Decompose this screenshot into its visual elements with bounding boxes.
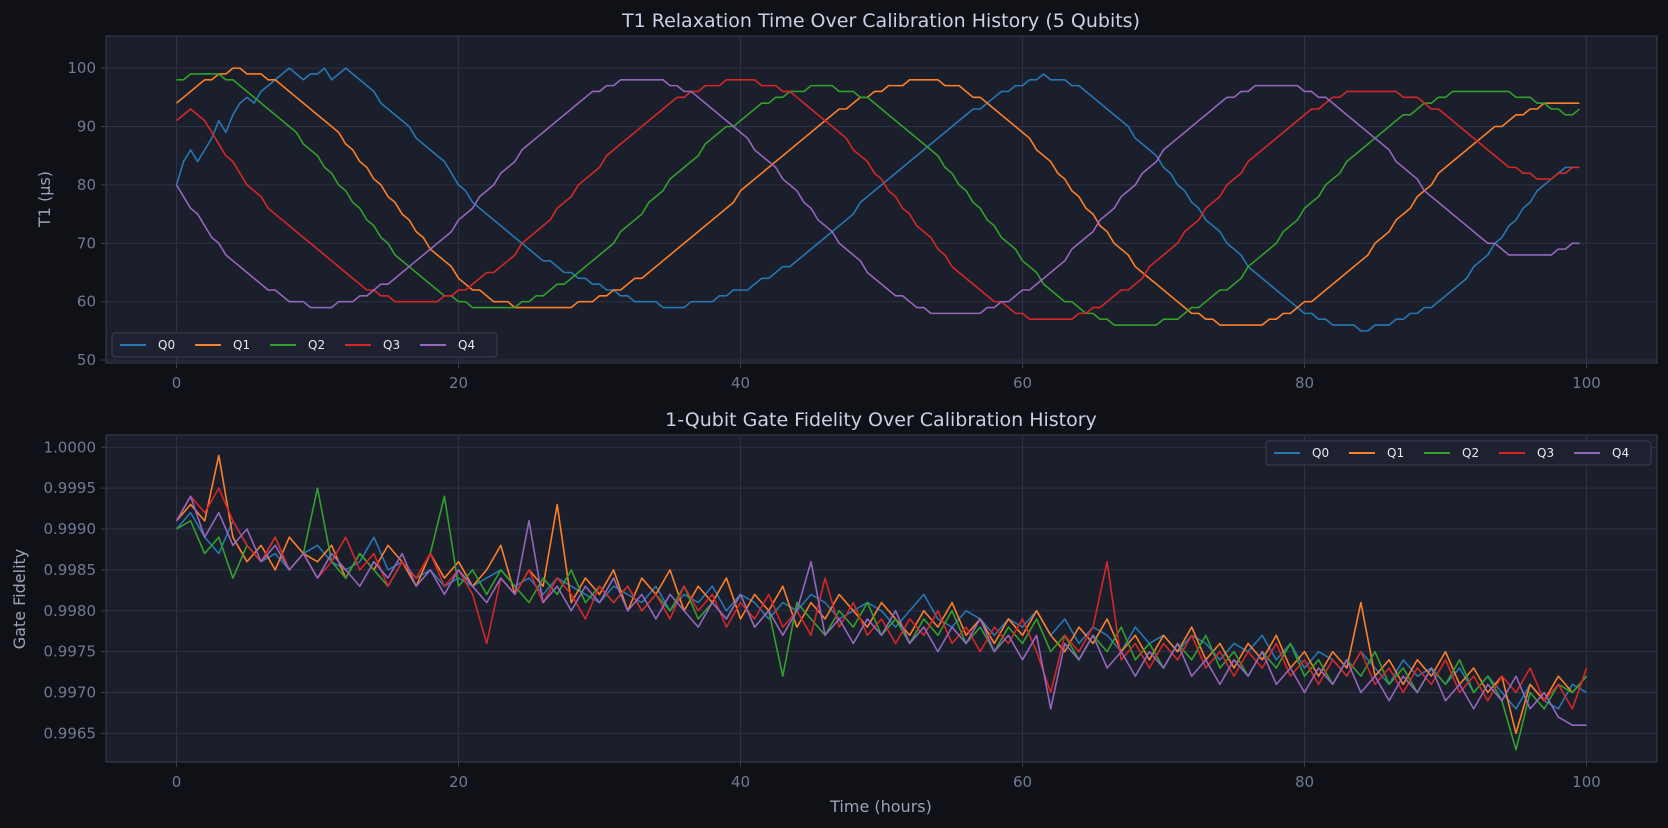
fidelity-y-tick-label: 0.9970 — [44, 684, 97, 702]
fidelity-x-tick-label: 40 — [731, 773, 750, 791]
t1-x-tick-label: 100 — [1572, 374, 1601, 392]
fidelity-legend-label-q2: Q2 — [1462, 446, 1479, 460]
t1-y-tick-label: 90 — [77, 118, 96, 136]
t1-legend-label-q3: Q3 — [383, 338, 400, 352]
t1-y-tick-label: 100 — [67, 59, 96, 77]
t1-x-tick-label: 40 — [731, 374, 750, 392]
fidelity-series-q3-line — [175, 487, 1588, 710]
fidelity-y-tick-label: 0.9965 — [44, 724, 97, 742]
fidelity-x-tick-label: 20 — [449, 773, 468, 791]
fidelity-y-tick-label: 0.9990 — [44, 520, 97, 538]
t1-series — [175, 67, 1580, 332]
t1-legend-label-q4: Q4 — [458, 338, 475, 352]
fidelity-legend-label-q0: Q0 — [1312, 446, 1329, 460]
fidelity-y-tick-label: 0.9985 — [44, 561, 97, 579]
t1-x-tick-label: 60 — [1013, 374, 1032, 392]
fidelity-series-q4-line — [175, 495, 1587, 727]
fidelity-y-tick-label: 0.9980 — [44, 602, 97, 620]
t1-plot-area — [105, 35, 1658, 364]
fidelity-x-ticks: 0 20 40 60 80 100 — [172, 762, 1601, 791]
t1-y-tick-label: 60 — [77, 293, 96, 311]
t1-x-ticks: 0 20 40 60 80 100 — [172, 363, 1601, 392]
fidelity-series-q1-line — [175, 454, 1588, 735]
fidelity-legend-label-q1: Q1 — [1387, 446, 1404, 460]
t1-y-tick-label: 70 — [77, 234, 96, 252]
fidelity-legend-label-q4: Q4 — [1612, 446, 1629, 460]
fidelity-x-tick-label: 80 — [1295, 773, 1314, 791]
fidelity-y-axis-label: Gate Fidelity — [10, 549, 29, 650]
fidelity-y-tick-label: 1.0000 — [44, 438, 97, 456]
t1-series-q1-line — [175, 67, 1580, 326]
t1-y-tick-label: 50 — [77, 351, 96, 369]
fidelity-chart: 0 20 40 60 80 100 0.99650.99700.99750.99800.9… — [10, 409, 1658, 816]
fidelity-title: 1-Qubit Gate Fidelity Over Calibration H… — [665, 409, 1097, 431]
t1-chart: 0 20 40 60 80 100 50 60 70 80 90 100 T1 Relaxation… — [35, 10, 1658, 392]
t1-y-ticks: 50 60 70 80 90 100 — [67, 59, 106, 369]
t1-x-tick-label: 80 — [1295, 374, 1314, 392]
fidelity-x-tick-label: 0 — [172, 773, 182, 791]
fidelity-plot-area — [105, 434, 1658, 763]
t1-series-q2-line — [176, 73, 1580, 326]
t1-legend-box — [111, 332, 498, 358]
fidelity-legend-label-q3: Q3 — [1537, 446, 1554, 460]
fidelity-y-ticks: 0.9965 0.9970 0.9975 0.9980 0.9985 0.9990 0.99… — [44, 438, 106, 742]
t1-title: T1 Relaxation Time Over Calibration Hist… — [621, 10, 1140, 32]
fidelity-legend: Q0 Q1 Q2 Q3 Q4 — [1265, 440, 1652, 466]
t1-y-axis-label: T1 (µs) — [35, 171, 54, 228]
t1-series-q0-line — [175, 67, 1580, 332]
t1-series-q3-line — [175, 78, 1580, 321]
t1-y-tick-label: 80 — [77, 176, 96, 194]
fidelity-x-tick-label: 100 — [1572, 773, 1601, 791]
t1-legend-label-q1: Q1 — [233, 338, 250, 352]
t1-x-tick-label: 0 — [172, 374, 182, 392]
t1-legend-label-q0: Q0 — [158, 338, 175, 352]
fidelity-legend-box — [1265, 440, 1652, 466]
t1-x-tick-label: 20 — [449, 374, 468, 392]
fidelity-x-tick-label: 60 — [1013, 773, 1032, 791]
fidelity-y-tick-label: 0.9975 — [44, 643, 97, 661]
fidelity-y-tick-label: 0.9995 — [44, 479, 97, 497]
t1-series-q4-line — [175, 78, 1580, 315]
t1-legend-label-q2: Q2 — [308, 338, 325, 352]
fidelity-x-axis-label: Time (hours) — [829, 797, 932, 816]
t1-legend: Q0 Q1 Q2 Q3 Q4 — [111, 332, 498, 358]
fidelity-series — [175, 454, 1588, 751]
